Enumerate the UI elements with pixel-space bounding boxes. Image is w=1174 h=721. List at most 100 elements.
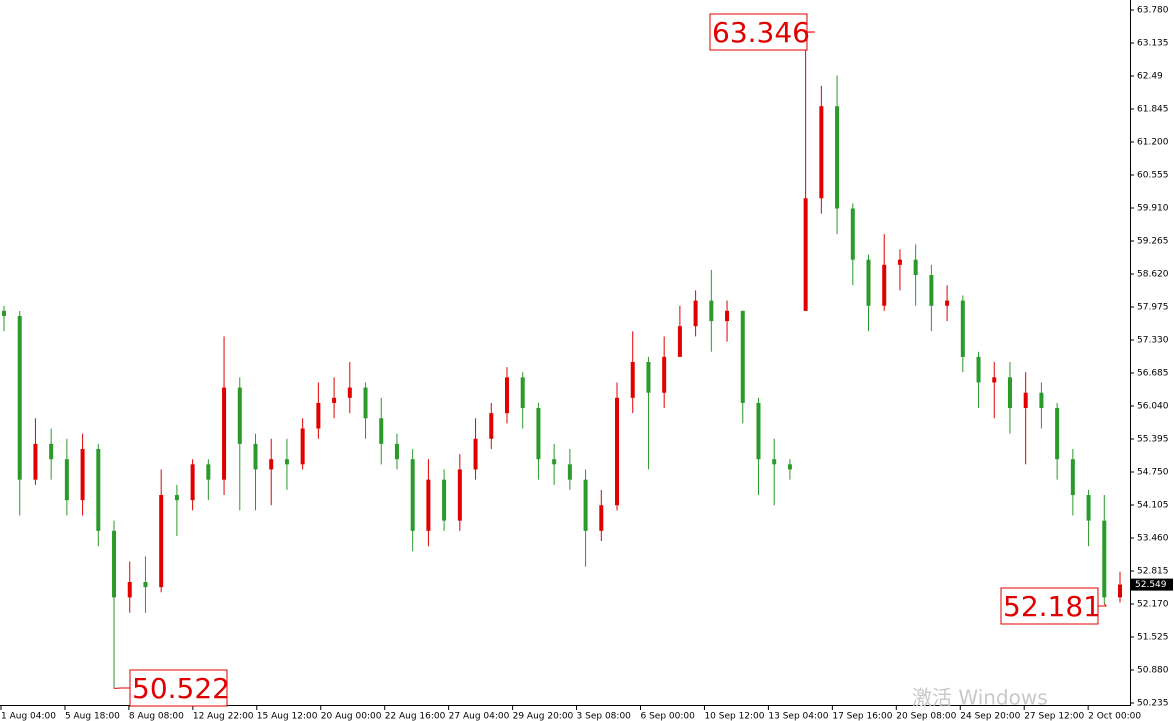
x-tick-label: 5 Aug 18:00 (65, 712, 120, 721)
candle-body (960, 300, 965, 357)
y-tick-label: 51.525 (1137, 633, 1169, 643)
candle-body (410, 459, 415, 531)
x-tick-label: 29 Aug 20:00 (513, 712, 574, 721)
candle-body (1070, 459, 1075, 496)
candle-body (725, 310, 730, 322)
candle-body (646, 362, 651, 393)
y-tick-label: 60.555 (1137, 171, 1169, 181)
x-tick-label: 17 Sep 16:00 (832, 712, 892, 721)
x-tick-label: 3 Sep 08:00 (577, 712, 632, 721)
x-tick-label: 1 Aug 04:00 (1, 712, 56, 721)
candle-body (520, 377, 525, 409)
candle-body (819, 106, 824, 199)
candle-body (174, 495, 179, 501)
candle-body (882, 264, 887, 306)
candle-body (740, 310, 745, 403)
candle-body (945, 300, 950, 306)
candle-body (190, 464, 195, 501)
y-tick-label: 53.460 (1137, 534, 1169, 544)
candle-body (662, 356, 667, 393)
candle-body (33, 443, 38, 480)
last-price-box (1131, 578, 1173, 591)
candle-body (473, 438, 478, 470)
x-tick-label: 27 Aug 04:00 (449, 712, 510, 721)
candle-body (693, 300, 698, 327)
candle-body (17, 315, 22, 480)
x-tick-label: 8 Aug 08:00 (129, 712, 184, 721)
candle-body (630, 362, 635, 398)
candle-body (489, 413, 494, 439)
candle-body (772, 459, 777, 465)
candle-body (866, 259, 871, 306)
y-tick-label: 56.685 (1137, 369, 1169, 379)
y-tick-label: 54.750 (1137, 468, 1169, 478)
candle-body (80, 448, 85, 501)
x-tick-label: 6 Sep 00:00 (641, 712, 696, 721)
y-tick-label: 59.910 (1137, 204, 1169, 214)
candle-body (677, 326, 682, 357)
candle-body (992, 377, 997, 383)
x-tick-label: 27 Sep 12:00 (1024, 712, 1084, 721)
candle-body (206, 464, 211, 480)
candle-body (316, 402, 321, 429)
y-tick-label: 61.200 (1137, 138, 1169, 148)
candle-body (379, 418, 384, 444)
candle-body (284, 459, 289, 465)
candle-body (112, 530, 117, 598)
candle-body (96, 448, 101, 531)
candle-body (363, 387, 368, 419)
candle-body (253, 443, 258, 470)
candle-body (1023, 392, 1028, 409)
x-tick-label: 24 Sep 20:00 (960, 712, 1020, 721)
y-tick-label: 63.135 (1137, 39, 1169, 49)
y-tick-label: 59.265 (1137, 237, 1169, 247)
candle-body (237, 387, 242, 444)
candle-body (2, 310, 6, 316)
annotation-box (129, 669, 228, 707)
candle-body (64, 459, 69, 501)
y-tick-label: 62.49 (1137, 72, 1163, 82)
candle-body (803, 198, 808, 311)
candle-body (426, 479, 431, 531)
candle-body (1055, 408, 1060, 460)
candle-body (567, 464, 572, 480)
candle-body (599, 505, 604, 531)
candle-body (1118, 584, 1122, 598)
y-tick-label: 54.105 (1137, 501, 1169, 511)
x-tick-label: 15 Aug 12:00 (257, 712, 318, 721)
x-tick-label: 22 Aug 16:00 (385, 712, 446, 721)
y-tick-label: 56.040 (1137, 402, 1169, 412)
candle-body (332, 397, 337, 403)
candle-body (976, 356, 981, 383)
candle-body (850, 208, 855, 260)
x-tick-label: 13 Sep 04:00 (768, 712, 828, 721)
candle-body (536, 408, 541, 460)
candle-body (394, 443, 399, 460)
candle-body (615, 397, 620, 506)
candle-body (929, 275, 934, 306)
candle-body (709, 300, 714, 322)
candle-body (835, 106, 840, 209)
candle-body (552, 459, 557, 465)
y-tick-label: 50.880 (1137, 666, 1169, 676)
annotation-label: 50.522 (132, 672, 230, 705)
annotation-box (709, 13, 808, 51)
candle-body (127, 582, 132, 598)
y-tick-label: 61.845 (1137, 105, 1169, 115)
candle-body (49, 443, 54, 460)
candle-body (442, 479, 447, 521)
candle-body (347, 387, 352, 398)
candle-body (143, 582, 148, 588)
annotation-label: 52.181 (1003, 590, 1101, 623)
y-tick-label: 63.780 (1137, 6, 1169, 16)
candle-body (913, 259, 918, 276)
y-tick-label: 52.170 (1137, 600, 1169, 610)
candle-body (222, 387, 227, 480)
x-tick-label: 10 Sep 12:00 (704, 712, 764, 721)
candle-body (269, 459, 274, 470)
candle-body (300, 428, 305, 465)
watermark: 激活 Windows (912, 686, 1048, 710)
y-tick-label: 57.330 (1137, 336, 1169, 346)
